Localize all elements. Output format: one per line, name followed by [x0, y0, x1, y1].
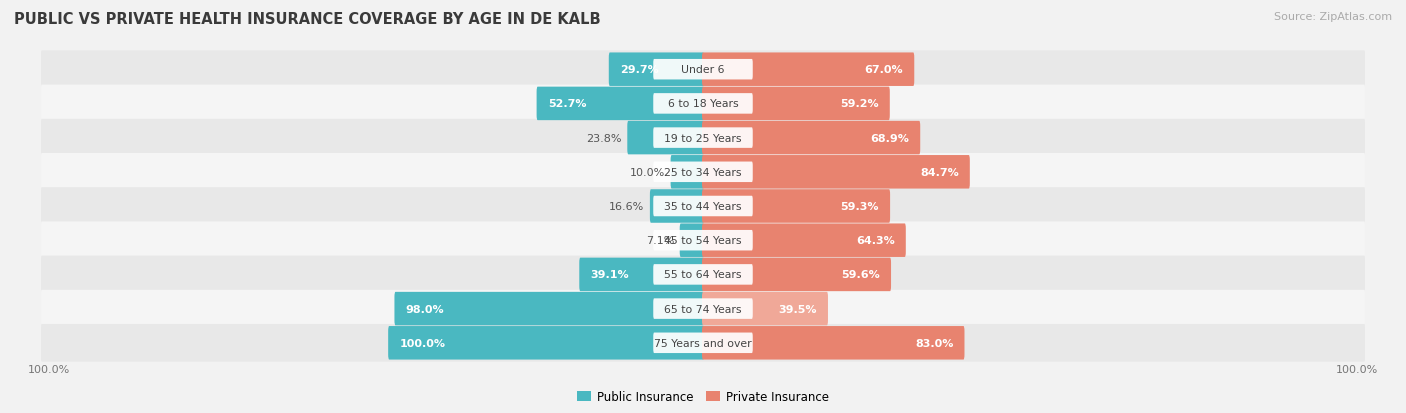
FancyBboxPatch shape [41, 51, 1365, 89]
FancyBboxPatch shape [702, 88, 890, 121]
Text: 65 to 74 Years: 65 to 74 Years [664, 304, 742, 314]
FancyBboxPatch shape [41, 290, 1365, 328]
FancyBboxPatch shape [388, 326, 704, 360]
FancyBboxPatch shape [702, 292, 828, 325]
Text: 39.1%: 39.1% [591, 270, 628, 280]
Text: 67.0%: 67.0% [865, 65, 903, 75]
FancyBboxPatch shape [702, 224, 905, 257]
FancyBboxPatch shape [41, 119, 1365, 157]
Text: PUBLIC VS PRIVATE HEALTH INSURANCE COVERAGE BY AGE IN DE KALB: PUBLIC VS PRIVATE HEALTH INSURANCE COVER… [14, 12, 600, 27]
FancyBboxPatch shape [41, 256, 1365, 294]
FancyBboxPatch shape [579, 258, 704, 292]
FancyBboxPatch shape [654, 60, 752, 80]
Text: 64.3%: 64.3% [856, 236, 894, 246]
FancyBboxPatch shape [41, 154, 1365, 191]
Text: 59.3%: 59.3% [841, 202, 879, 211]
Text: 10.0%: 10.0% [630, 167, 665, 177]
Text: 39.5%: 39.5% [779, 304, 817, 314]
FancyBboxPatch shape [654, 196, 752, 217]
FancyBboxPatch shape [702, 190, 890, 223]
FancyBboxPatch shape [650, 190, 704, 223]
FancyBboxPatch shape [41, 324, 1365, 362]
Text: 68.9%: 68.9% [870, 133, 910, 143]
Text: 59.2%: 59.2% [839, 99, 879, 109]
Text: 16.6%: 16.6% [609, 202, 644, 211]
Text: 29.7%: 29.7% [620, 65, 658, 75]
Text: 35 to 44 Years: 35 to 44 Years [664, 202, 742, 211]
Text: 59.6%: 59.6% [841, 270, 880, 280]
Text: 7.1%: 7.1% [645, 236, 673, 246]
FancyBboxPatch shape [654, 333, 752, 353]
Text: 84.7%: 84.7% [920, 167, 959, 177]
FancyBboxPatch shape [654, 128, 752, 149]
Text: 45 to 54 Years: 45 to 54 Years [664, 236, 742, 246]
Text: 55 to 64 Years: 55 to 64 Years [664, 270, 742, 280]
Text: 83.0%: 83.0% [915, 338, 953, 348]
Text: Under 6: Under 6 [682, 65, 724, 75]
Text: Source: ZipAtlas.com: Source: ZipAtlas.com [1274, 12, 1392, 22]
Text: 100.0%: 100.0% [1336, 364, 1378, 374]
FancyBboxPatch shape [41, 222, 1365, 259]
FancyBboxPatch shape [671, 156, 704, 189]
FancyBboxPatch shape [654, 94, 752, 114]
FancyBboxPatch shape [395, 292, 704, 325]
FancyBboxPatch shape [679, 224, 704, 257]
Text: 19 to 25 Years: 19 to 25 Years [664, 133, 742, 143]
Legend: Public Insurance, Private Insurance: Public Insurance, Private Insurance [572, 385, 834, 408]
FancyBboxPatch shape [41, 85, 1365, 123]
FancyBboxPatch shape [702, 326, 965, 360]
FancyBboxPatch shape [654, 230, 752, 251]
FancyBboxPatch shape [41, 188, 1365, 225]
Text: 52.7%: 52.7% [548, 99, 586, 109]
Text: 100.0%: 100.0% [399, 338, 446, 348]
FancyBboxPatch shape [627, 121, 704, 155]
Text: 98.0%: 98.0% [405, 304, 444, 314]
FancyBboxPatch shape [609, 53, 704, 87]
Text: 100.0%: 100.0% [28, 364, 70, 374]
FancyBboxPatch shape [702, 156, 970, 189]
FancyBboxPatch shape [537, 88, 704, 121]
FancyBboxPatch shape [702, 258, 891, 292]
Text: 6 to 18 Years: 6 to 18 Years [668, 99, 738, 109]
Text: 25 to 34 Years: 25 to 34 Years [664, 167, 742, 177]
FancyBboxPatch shape [702, 53, 914, 87]
FancyBboxPatch shape [702, 121, 921, 155]
FancyBboxPatch shape [654, 299, 752, 319]
FancyBboxPatch shape [654, 264, 752, 285]
Text: 75 Years and over: 75 Years and over [654, 338, 752, 348]
FancyBboxPatch shape [654, 162, 752, 183]
Text: 23.8%: 23.8% [586, 133, 621, 143]
